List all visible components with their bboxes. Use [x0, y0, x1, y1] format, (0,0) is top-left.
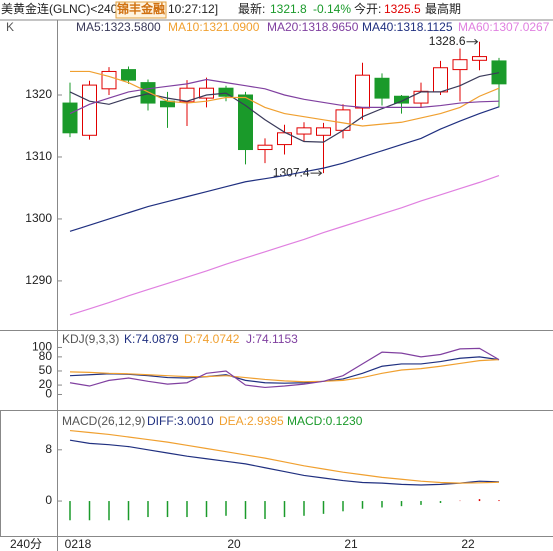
candle-body	[257, 144, 273, 151]
legend-entry: DIFF:3.0010	[147, 414, 214, 428]
latest-price: 1321.8	[270, 2, 307, 16]
indicator-line	[69, 106, 500, 232]
candle-body	[374, 77, 390, 99]
indicator-line	[69, 174, 500, 316]
period-label: 240分	[10, 537, 42, 551]
y-tick-label: 50	[39, 363, 53, 377]
y-tick-label: 1300	[25, 211, 52, 225]
y-tick-label: 80	[39, 349, 53, 363]
candle-body	[218, 87, 234, 97]
candle-body	[413, 90, 429, 104]
candle-body	[121, 69, 136, 81]
indicator-line	[69, 429, 500, 484]
legend-entry: DEA:2.9395	[219, 414, 284, 428]
candle-body	[101, 70, 117, 90]
candle-body	[296, 127, 312, 135]
x-tick-label: 22	[461, 537, 475, 551]
extreme-label: 1328.6	[429, 34, 466, 48]
open-price: 1325.5	[384, 2, 421, 16]
panel-label: K	[6, 20, 14, 34]
indicator-line	[69, 78, 500, 115]
candle-body	[452, 59, 468, 71]
x-tick-label: 20	[227, 537, 241, 551]
open-label: 今开:	[354, 1, 381, 16]
legend-entry: MA40:1318.1125	[362, 20, 453, 34]
extreme-arrow	[466, 38, 479, 45]
x-tick-label: 0218	[65, 537, 92, 551]
corner-box	[0, 410, 58, 537]
candle-body	[82, 84, 97, 136]
indicator-line	[69, 356, 500, 384]
indicator-line	[70, 70, 500, 127]
candle-body	[62, 102, 78, 134]
y-tick-label: 8	[45, 442, 52, 456]
legend-entry: MA20:1318.9650	[267, 20, 359, 34]
y-tick-label: 1320	[25, 87, 52, 101]
y-tick-label: 0	[45, 387, 52, 401]
y-tick-label: 100	[32, 340, 52, 354]
candle-body	[355, 74, 370, 109]
legend-entry: D:74.0742	[184, 332, 240, 346]
candle-body	[199, 87, 214, 99]
y-tick-label: 20	[39, 377, 53, 391]
candle-body	[140, 82, 156, 104]
legend-entry: MA5:1323.5800	[76, 20, 161, 34]
candle-body	[491, 60, 507, 85]
y-tick-label: 0	[45, 493, 52, 507]
candle-body	[238, 94, 253, 151]
panel-label: MACD(26,12,9)	[62, 414, 145, 428]
latest-label: 最新:	[238, 1, 265, 16]
candle-body	[316, 127, 331, 136]
legend-entry: MA10:1321.0900	[168, 20, 260, 34]
x-tick-label: 21	[344, 537, 358, 551]
extreme-arrow	[310, 170, 323, 176]
indicator-line	[69, 359, 500, 383]
indicator-line	[69, 439, 500, 486]
legend-entry: MA60:1307.0267	[458, 20, 550, 34]
change: -0.14%	[313, 2, 351, 16]
header-more: 最高期	[425, 1, 461, 16]
candle-body	[394, 95, 409, 104]
indicator-line	[69, 72, 500, 143]
candle-body	[433, 67, 448, 93]
y-tick-label: 1290	[25, 273, 52, 287]
instrument-name: 美黄金连(GLNC)<240分>	[1, 1, 136, 16]
y-tick-label: 1310	[25, 149, 52, 163]
legend-entry: J:74.1153	[246, 332, 298, 346]
candle-body	[179, 87, 195, 103]
panel-label: KDJ(9,3,3)	[62, 332, 119, 346]
candle-body	[472, 56, 487, 61]
brand-box	[115, 1, 167, 19]
legend-entry: MACD:0.1230	[287, 414, 363, 428]
indicator-line	[69, 347, 500, 389]
brand: 锦丰金融	[117, 1, 165, 16]
legend-entry: K:74.0879	[124, 332, 179, 346]
time: 10:27:12]	[168, 2, 218, 16]
